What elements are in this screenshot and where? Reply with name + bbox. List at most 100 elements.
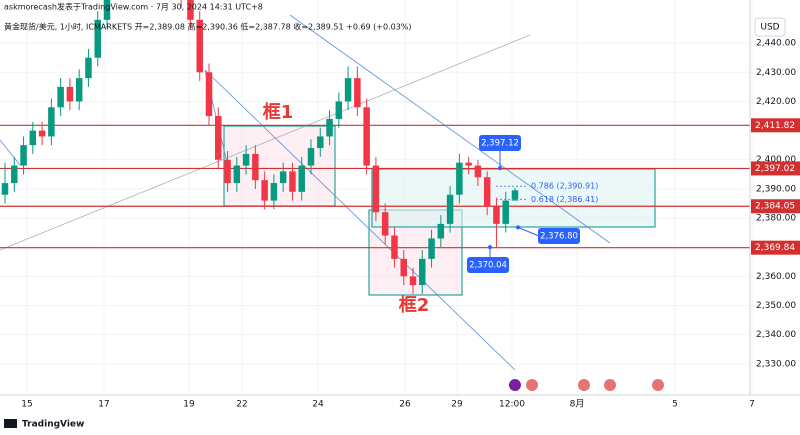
candle-body: [474, 165, 482, 178]
y-tick-label: 2,420.00: [756, 97, 796, 107]
candle-body: [205, 72, 213, 117]
candle-body: [29, 130, 37, 146]
candle-body: [502, 200, 509, 224]
currency[interactable]: USD: [760, 23, 779, 33]
x-tick-label: 15: [21, 400, 32, 410]
x-tick-label: 24: [312, 400, 324, 410]
candle-body: [465, 162, 472, 166]
x-tick-label: 7: [749, 400, 755, 410]
candle-body: [85, 57, 92, 79]
callout-label: 2,376.80: [540, 232, 578, 242]
candle-body: [511, 190, 519, 201]
currency-box[interactable]: [754, 17, 786, 37]
x-tick-label: 22: [236, 400, 247, 410]
candle-body: [252, 153, 259, 181]
candle-body: [372, 165, 380, 213]
candle-body: [493, 206, 500, 224]
candles: [1, 0, 519, 294]
drawings: [0, 14, 656, 371]
callout-box: [538, 228, 580, 244]
y-tick-label: 2,350.00: [756, 301, 796, 311]
candle-body: [224, 159, 231, 184]
channel-line: [204, 69, 516, 371]
level-tag: [751, 199, 800, 214]
candle-body: [409, 276, 417, 286]
candle-body: [437, 223, 445, 239]
candle-body: [456, 162, 463, 195]
candle-body: [279, 171, 287, 184]
candle-body: [57, 86, 64, 108]
fib-label: 0.618 (2,386.41): [531, 195, 598, 204]
candle-body: [261, 180, 268, 201]
y-tick-label: 2,390.00: [756, 184, 796, 194]
candle-body: [187, 0, 194, 20]
y-tick-label: 2,340.00: [756, 330, 796, 340]
candle-body: [363, 107, 370, 166]
annotation: 框2: [399, 295, 430, 316]
fib-label: 0.786 (2,390.91): [531, 182, 598, 191]
candle-body: [298, 165, 305, 192]
candle-body: [400, 258, 407, 277]
candle-body: [428, 238, 435, 259]
callout-stem: [517, 226, 540, 237]
annotation: 框1: [263, 102, 294, 123]
event-icon[interactable]: [509, 379, 521, 391]
x-tick-label: 26: [399, 400, 411, 410]
callout-box: [479, 135, 521, 151]
candle-body: [1, 183, 9, 195]
candle-body: [242, 153, 250, 166]
event-icon[interactable]: [652, 379, 664, 391]
level-tag: [751, 240, 800, 255]
x-tick-label: 8月: [570, 399, 585, 410]
event-icon[interactable]: [604, 379, 616, 391]
callout-label: 2,370.04: [469, 261, 507, 271]
candle-body: [75, 78, 83, 102]
candle-body: [48, 107, 55, 137]
candle-body: [38, 130, 46, 137]
level-label: 2,411.82: [755, 121, 795, 131]
x-tick-label: 5: [672, 400, 678, 410]
candle-body: [103, 0, 111, 20]
brand: TradingView: [22, 420, 84, 430]
y-tick-label: 2,440.00: [756, 39, 796, 49]
overlays: 0.786 (2,390.91) 0.618 (2,386.41) 2,397.12…: [467, 135, 598, 273]
level-tag: [751, 161, 800, 176]
candle-body: [270, 183, 278, 201]
box-1: [223, 125, 336, 207]
candle-body: [335, 101, 343, 119]
y-tick-label: 2,360.00: [756, 272, 796, 282]
candle-body: [94, 19, 101, 58]
channel-line: [289, 14, 611, 244]
x-tick-label: 29: [451, 400, 463, 410]
callout-point: [498, 166, 502, 171]
candle-body: [317, 136, 324, 149]
callout-point: [488, 245, 492, 250]
candle-body: [20, 145, 27, 166]
candle-body: [354, 78, 361, 108]
candle-body: [391, 235, 398, 259]
candle-body: [307, 148, 315, 166]
candle-body: [419, 258, 426, 286]
event-icon[interactable]: [578, 379, 590, 391]
candle-body: [344, 78, 352, 102]
callout-point: [516, 225, 520, 230]
candle-body: [233, 165, 241, 184]
y-tick-label: 2,330.00: [756, 359, 796, 369]
level-tag: [751, 118, 800, 133]
candle-body: [11, 165, 18, 184]
symbol-info: 黄金现货/美元, 1小时, ICMARKETS 开=2,389.08 高=2,3…: [4, 22, 412, 32]
x-tick-label: 12:00: [499, 400, 525, 410]
callout-label: 2,397.12: [481, 139, 519, 149]
candle-body: [66, 86, 74, 102]
x-tick-label: 19: [183, 400, 195, 410]
candle-body: [326, 118, 333, 137]
y-tick-label: 2,380.00: [756, 214, 796, 224]
y-tick-label: 2,400.00: [756, 155, 796, 165]
candle-body: [483, 177, 491, 207]
channel-line: [0, 139, 21, 166]
level-label: 2,369.84: [755, 243, 795, 253]
y-tick-label: 2,430.00: [756, 68, 796, 78]
header: askmorecash发表于TradingView.com · 7月 30, 2…: [4, 2, 263, 12]
brand-logo: [4, 419, 17, 428]
event-icon[interactable]: [526, 379, 538, 391]
